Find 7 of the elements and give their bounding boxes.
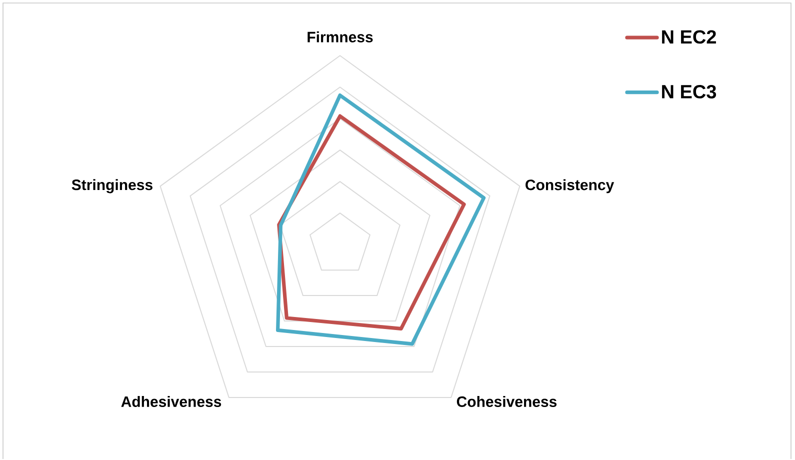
legend-label: N EC3	[662, 84, 716, 98]
legend-label: N EC2	[662, 30, 716, 44]
spoke-label: Stringiness	[72, 179, 152, 194]
spoke-label: Adhesiveness	[121, 396, 222, 407]
spoke-label: Firmness	[308, 31, 373, 42]
spoke-label: Cohesiveness	[456, 396, 557, 407]
spoke-label: Consistency	[526, 179, 614, 194]
